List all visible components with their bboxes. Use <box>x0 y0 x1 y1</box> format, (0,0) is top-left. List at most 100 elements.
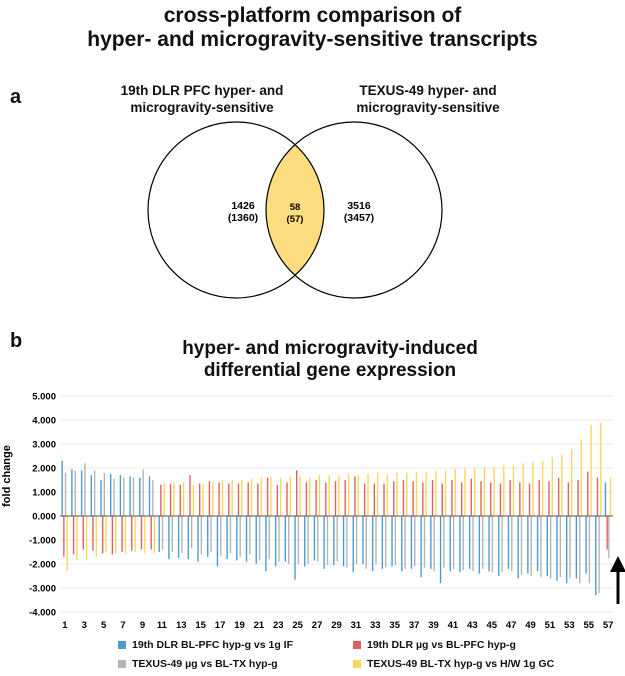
bar-1-54 <box>575 516 578 579</box>
bar-4-17 <box>221 480 224 516</box>
bar-2-13 <box>179 484 181 516</box>
figure-title-line1: cross-platform comparison of <box>163 4 462 27</box>
bar-2-30 <box>344 480 346 516</box>
bar-1-52 <box>556 516 558 581</box>
bar-3-46 <box>501 516 503 573</box>
bar-4-29 <box>338 475 340 516</box>
bar-2-17 <box>218 482 220 516</box>
bar-3-9 <box>142 469 144 516</box>
venn-left-set-label-line1: 19th DLR PFC hyper- and <box>120 83 284 98</box>
bar-4-41 <box>454 469 456 516</box>
bar-1-23 <box>274 516 277 567</box>
y-axis-label: fold change <box>1 445 13 507</box>
bar-3-17 <box>220 516 222 556</box>
bar-3-47 <box>511 516 513 572</box>
bar-3-29 <box>336 516 338 562</box>
venn-left-set-label: 19th DLR PFC hyper- and microgravity-sen… <box>72 82 332 116</box>
bar-1-1 <box>61 460 63 516</box>
bar-2-50 <box>538 480 540 516</box>
bars <box>61 422 612 596</box>
bar-4-50 <box>541 460 544 516</box>
bar-3-7 <box>123 477 125 516</box>
x-tick-label: 9 <box>140 620 145 631</box>
bar-3-54 <box>579 516 581 584</box>
bar-4-31 <box>357 475 359 516</box>
bar-2-47 <box>509 480 511 516</box>
bar-3-20 <box>249 516 251 555</box>
venn-left-circle <box>147 121 325 299</box>
bar-1-31 <box>352 516 354 573</box>
bar-4-10 <box>153 516 156 554</box>
chart-title-line1: hyper- and microgravity-induced <box>182 338 478 359</box>
bar-2-23 <box>276 484 278 516</box>
bar-2-48 <box>519 482 521 516</box>
bar-1-49 <box>527 516 529 574</box>
bar-3-52 <box>559 516 562 578</box>
bar-1-39 <box>430 516 432 569</box>
bar-3-34 <box>385 516 387 568</box>
bar-4-23 <box>279 477 282 516</box>
bar-1-19 <box>236 516 238 561</box>
bar-4-38 <box>425 471 427 516</box>
venn-left-sub: (1360) <box>228 212 258 224</box>
venn-overlap-count: 58 <box>290 202 301 213</box>
venn-overlap-fill <box>266 122 324 298</box>
venn-right-set-label: TEXUS-49 hyper- and microgravity-sensiti… <box>298 82 558 116</box>
bar-2-7 <box>121 516 123 552</box>
x-tick-label: 55 <box>583 620 594 631</box>
bar-4-4 <box>95 516 98 557</box>
bar-1-44 <box>478 516 481 574</box>
bar-3-36 <box>404 516 406 569</box>
bar-3-14 <box>190 516 193 549</box>
bar-4-18 <box>231 480 233 516</box>
y-tick-label: 5.000 <box>32 392 56 403</box>
bar-3-2 <box>74 470 76 516</box>
bar-1-38 <box>420 516 422 578</box>
bar-1-45 <box>488 516 490 572</box>
bar-2-29 <box>334 481 337 516</box>
x-tick-label: 21 <box>254 620 265 631</box>
bar-1-20 <box>245 516 248 562</box>
x-tick-label: 49 <box>525 620 536 631</box>
x-tick-label: 41 <box>448 620 459 631</box>
legend-swatch-1 <box>118 641 126 649</box>
bar-3-28 <box>326 516 329 566</box>
bar-1-5 <box>100 480 102 516</box>
x-tick-label: 7 <box>120 620 125 631</box>
x-tick-label: 35 <box>389 620 400 631</box>
bar-1-16 <box>207 516 209 557</box>
x-tick-label: 57 <box>603 620 614 631</box>
x-tick-labels: 1 3 5 7 9 11 13 15 17 19 21 23 25 27 29 31 33 35 37 39 41 43 4… <box>62 620 613 631</box>
bar-1-46 <box>498 516 500 576</box>
x-tick-label: 47 <box>506 620 517 631</box>
bar-1-18 <box>226 516 228 560</box>
x-tick-label: 53 <box>564 620 575 631</box>
bar-1-6 <box>110 474 112 516</box>
bar-4-6 <box>115 516 117 554</box>
bar-2-21 <box>257 483 259 516</box>
arrow-head-icon <box>610 556 625 572</box>
bar-2-31 <box>354 476 356 516</box>
x-tick-label: 23 <box>273 620 284 631</box>
bar-2-53 <box>567 482 570 516</box>
bar-4-43 <box>474 468 476 516</box>
bar-2-27 <box>315 480 317 516</box>
bar-1-56 <box>595 516 597 596</box>
bar-2-33 <box>373 483 376 516</box>
bar-4-7 <box>124 516 127 554</box>
bar-2-10 <box>150 516 152 550</box>
legend-entry-4: TEXUS-49 BL-TX hyp-g vs H/W 1g GC <box>353 658 554 670</box>
bar-2-44 <box>480 481 482 516</box>
venn-right-count: 3516 <box>347 200 371 212</box>
bar-3-19 <box>239 516 241 557</box>
x-tick-label: 1 <box>62 620 68 631</box>
bar-2-4 <box>92 516 94 551</box>
x-tick-label: 3 <box>82 620 87 631</box>
bar-3-27 <box>317 516 319 562</box>
bar-4-47 <box>512 465 515 516</box>
bar-3-6 <box>113 478 115 516</box>
bar-1-37 <box>410 516 413 569</box>
bar-3-38 <box>423 516 426 568</box>
bar-1-2 <box>71 469 73 516</box>
bar-2-1 <box>63 516 65 557</box>
